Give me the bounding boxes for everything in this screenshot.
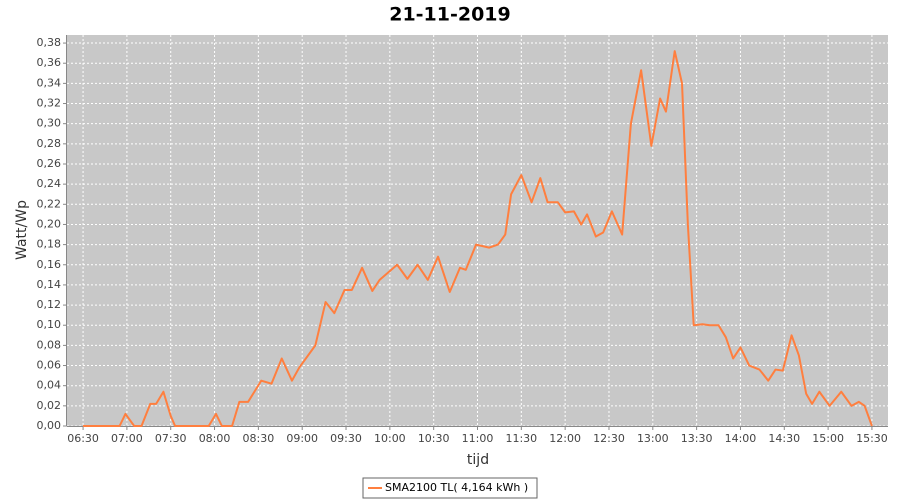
- y-tick-label: 0,16: [37, 258, 62, 271]
- x-tick-label: 12:30: [593, 432, 625, 445]
- y-tick-label: 0,14: [37, 278, 62, 291]
- x-tick-label: 10:30: [418, 432, 450, 445]
- x-axis-label: tijd: [467, 452, 489, 468]
- x-tick-label: 11:30: [505, 432, 537, 445]
- x-tick-label: 07:30: [155, 432, 187, 445]
- y-axis-label: Watt/Wp: [14, 200, 30, 260]
- y-tick-label: 0,08: [37, 338, 62, 351]
- legend-label: SMA2100 TL( 4,164 kWh ): [385, 481, 528, 494]
- y-tick-label: 0,06: [37, 359, 62, 372]
- y-tick-label: 0,30: [37, 117, 62, 130]
- x-tick-label: 09:30: [330, 432, 362, 445]
- y-tick-label: 0,34: [37, 76, 62, 89]
- chart-title: 21-11-2019: [389, 4, 511, 26]
- y-tick-label: 0,02: [37, 399, 62, 412]
- x-tick-label: 09:00: [286, 432, 318, 445]
- y-tick-label: 0,24: [37, 177, 62, 190]
- y-tick-label: 0,00: [37, 419, 62, 432]
- y-tick-label: 0,28: [37, 137, 62, 150]
- x-tick-label: 13:30: [681, 432, 713, 445]
- y-tick-label: 0,22: [37, 197, 62, 210]
- legend: [362, 477, 538, 499]
- x-tick-label: 14:00: [725, 432, 757, 445]
- y-tick-label: 0,10: [37, 318, 62, 331]
- x-tick-label: 13:00: [637, 432, 669, 445]
- x-tick-label: 15:30: [856, 432, 888, 445]
- x-tick-label: 14:30: [768, 432, 800, 445]
- x-tick-label: 08:00: [199, 432, 231, 445]
- y-tick-label: 0,20: [37, 217, 62, 230]
- x-tick-label: 06:30: [67, 432, 99, 445]
- y-tick-label: 0,18: [37, 238, 62, 251]
- x-tick-label: 07:00: [111, 432, 143, 445]
- x-tick-label: 08:30: [243, 432, 275, 445]
- y-tick-label: 0,04: [37, 379, 62, 392]
- y-tick-label: 0,12: [37, 298, 62, 311]
- x-tick-label: 11:00: [462, 432, 494, 445]
- y-tick-label: 0,38: [37, 36, 62, 49]
- x-tick-label: 10:00: [374, 432, 406, 445]
- line-series: [83, 50, 873, 427]
- y-tick-label: 0,36: [37, 56, 62, 69]
- y-tick-label: 0,32: [37, 97, 62, 110]
- y-tick-label: 0,26: [37, 157, 62, 170]
- x-tick-label: 15:00: [812, 432, 844, 445]
- x-tick-label: 12:00: [549, 432, 581, 445]
